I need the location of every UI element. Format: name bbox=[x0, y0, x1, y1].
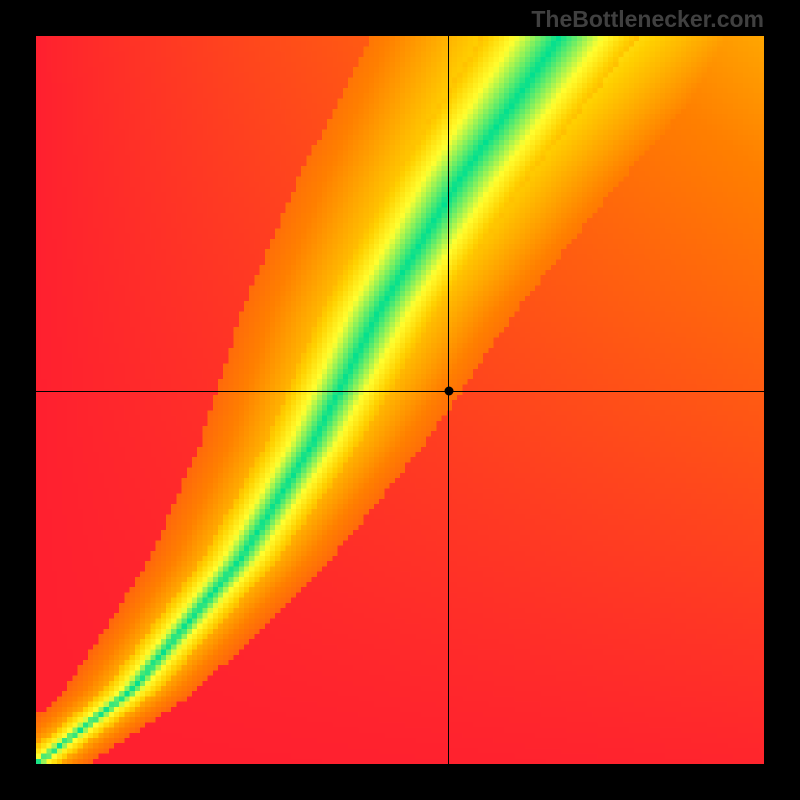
crosshair-marker bbox=[444, 387, 453, 396]
crosshair-vertical bbox=[448, 36, 449, 764]
heatmap-canvas bbox=[36, 36, 764, 764]
crosshair-horizontal bbox=[36, 391, 764, 392]
plot-area bbox=[36, 36, 764, 764]
watermark-text: TheBottlenecker.com bbox=[531, 6, 764, 33]
